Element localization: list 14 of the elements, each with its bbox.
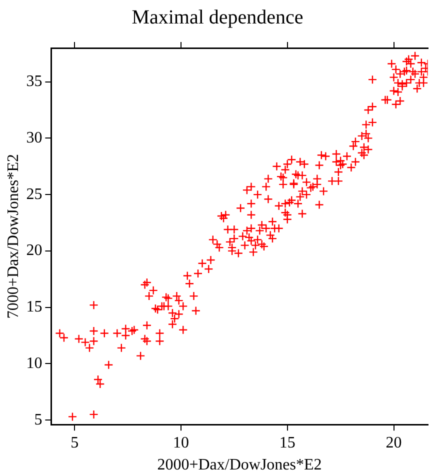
y-tick-label: 30	[26, 129, 42, 146]
x-axis-title: 2000+Dax/DowJones*E2	[157, 456, 322, 474]
x-tick-label: 20	[386, 434, 402, 452]
y-tick-label: 10	[26, 354, 42, 372]
y-tick-label: 20	[26, 242, 42, 260]
x-tick-label: 5	[70, 434, 79, 452]
chart-title: Maximal dependence	[132, 6, 304, 28]
y-tick-label: 35	[26, 73, 42, 90]
x-tick-label: 15	[279, 434, 296, 452]
x-tick-label: 10	[172, 434, 189, 452]
y-tick-label: 5	[34, 411, 42, 428]
y-tick-label: 25	[26, 186, 42, 203]
y-tick-label: 15	[26, 298, 42, 316]
y-axis-title: 7000+Dax/DowJones*E2	[4, 154, 22, 319]
